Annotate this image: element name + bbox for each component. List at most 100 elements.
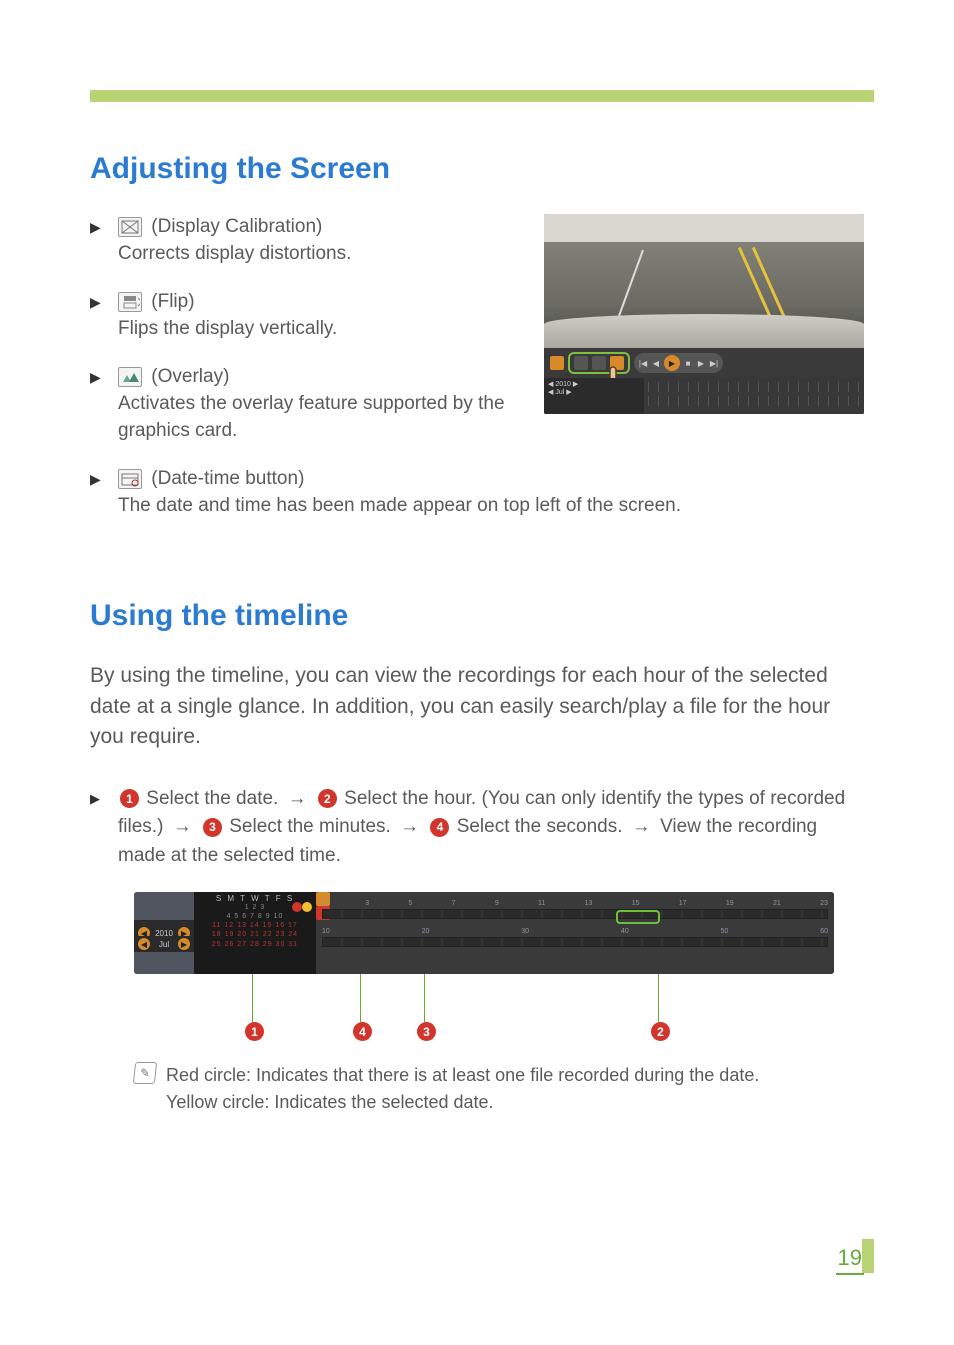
bullet-arrow-icon: ▶ <box>90 364 118 444</box>
timeline-figure: ◀ 2010 ▶ ◀ Jul ▶ S M T W T F S 1 2 3 4 5… <box>134 892 834 1044</box>
section1-body: ▶ (Display Calibration) Corrects display… <box>90 214 864 466</box>
mini-ruler <box>648 396 860 406</box>
mini-calendar: ◀ 2010 ▶ ◀ Jul ▶ <box>544 378 644 414</box>
car-hood <box>544 314 864 348</box>
step-text: Select the date. <box>146 788 278 809</box>
month-nav[interactable]: ◀ Jul ▶ <box>134 936 194 952</box>
callout-line <box>252 974 253 1022</box>
section2: Using the timeline By using the timeline… <box>90 599 864 1116</box>
callout-badge-2: 2 <box>651 1022 670 1041</box>
note-icon: ✎ <box>134 1062 166 1116</box>
hour-labels: 1357911131517192123 <box>322 900 828 907</box>
step-badge-2: 2 <box>318 789 337 808</box>
arrow-icon: → <box>288 785 307 814</box>
callout-badge-4: 4 <box>353 1022 372 1041</box>
sky-bg <box>544 214 864 242</box>
stop-icon[interactable]: ■ <box>683 358 693 368</box>
overlay-icon <box>118 367 142 387</box>
callout-line <box>360 974 361 1022</box>
section1-left: ▶ (Display Calibration) Corrects display… <box>90 214 520 466</box>
bullet-desc: Corrects display distortions. <box>118 241 520 268</box>
bullet-arrow-icon: ▶ <box>90 785 118 871</box>
next-icon[interactable]: ▶ <box>696 358 706 368</box>
page: Adjusting the Screen ▶ (Display Calibrat… <box>0 0 954 1345</box>
player-screenshot: |◀ ◀ ▶ ■ ▶ ▶| ◀ 2010 ▶ <box>544 214 864 414</box>
bullet-body: (Display Calibration) Corrects display d… <box>118 214 520 267</box>
timeline-image: ◀ 2010 ▶ ◀ Jul ▶ S M T W T F S 1 2 3 4 5… <box>134 892 834 974</box>
step-badge-1: 1 <box>120 789 139 808</box>
content: Adjusting the Screen ▶ (Display Calibrat… <box>0 102 954 1116</box>
player-controls: |◀ ◀ ▶ ■ ▶ ▶| <box>544 348 864 378</box>
steps-row: ▶ 1 Select the date. → 2 Select the hour… <box>90 785 864 871</box>
control-icon[interactable] <box>550 356 564 370</box>
bullet-overlay: ▶ (Overlay) Activates the overlay featur… <box>90 364 520 444</box>
bullet-body: (Date-time button) The date and time has… <box>118 466 864 519</box>
section1-right: |◀ ◀ ▶ ■ ▶ ▶| ◀ 2010 ▶ <box>544 214 864 414</box>
steps-body: 1 Select the date. → 2 Select the hour. … <box>118 785 864 871</box>
note-icon-box: ✎ <box>133 1062 157 1084</box>
note-row: ✎ Red circle: Indicates that there is at… <box>134 1062 864 1116</box>
mini-year: ◀ 2010 ▶ <box>548 380 640 388</box>
note-text: Red circle: Indicates that there is at l… <box>166 1062 759 1116</box>
bullet-body: (Overlay) Activates the overlay feature … <box>118 364 520 444</box>
calendar-row: 11 12 13 14 15 16 17 <box>194 921 316 930</box>
bullet-label: (Flip) <box>151 291 194 312</box>
bullet-datetime: ▶ (Date-time button) The date and time h… <box>90 466 864 519</box>
bullet-flip: ▶ (Flip) Flips the display vertically. <box>90 289 520 342</box>
topbar-wrap <box>0 0 954 102</box>
callout-line <box>658 974 659 1022</box>
mini-timeline: ◀ 2010 ▶ ◀ Jul ▶ <box>544 378 864 414</box>
corner-accent <box>862 1239 874 1273</box>
arrow-icon: → <box>400 813 419 842</box>
step-badge-3: 3 <box>203 818 222 837</box>
mini-ruler-area <box>644 378 864 414</box>
hour-ruler[interactable]: 1357911131517192123 <box>322 900 828 920</box>
datetime-icon <box>118 469 142 489</box>
step-text: Select the minutes. <box>229 816 391 837</box>
flip-icon <box>118 292 142 312</box>
next-month-icon[interactable]: ▶ <box>178 938 190 950</box>
bullet-desc: Activates the overlay feature supported … <box>118 391 520 444</box>
arrow-icon: → <box>632 813 651 842</box>
section2-title: Using the timeline <box>90 599 864 633</box>
prev-month-icon[interactable]: ◀ <box>138 938 150 950</box>
timeline-rulers: 1357911131517192123 102030405060 <box>316 892 834 974</box>
callout-badge-1: 1 <box>245 1022 264 1041</box>
header-bar <box>90 90 874 102</box>
minute-track <box>322 937 828 947</box>
bullet-desc: Flips the display vertically. <box>118 316 520 343</box>
bullet-body: (Flip) Flips the display vertically. <box>118 289 520 342</box>
note-line2: Yellow circle: Indicates the selected da… <box>166 1089 759 1116</box>
play-icon[interactable]: ▶ <box>664 355 680 371</box>
section2-intro: By using the timeline, you can view the … <box>90 661 864 752</box>
display-calibration-icon <box>118 217 142 237</box>
bullet-arrow-icon: ▶ <box>90 289 118 342</box>
bullet-desc: The date and time has been made appear o… <box>118 493 864 520</box>
prev-icon[interactable]: ◀ <box>651 358 661 368</box>
bullet-label: (Overlay) <box>151 366 229 387</box>
step-badge-4: 4 <box>430 818 449 837</box>
calendar-row: 25 26 27 28 29 30 31 <box>194 940 316 949</box>
bullet-label: (Display Calibration) <box>151 216 322 237</box>
minute-labels: 102030405060 <box>322 928 828 935</box>
control-icon[interactable] <box>574 356 588 370</box>
bullet-display-calibration: ▶ (Display Calibration) Corrects display… <box>90 214 520 267</box>
arrow-icon: → <box>173 813 192 842</box>
skip-end-icon[interactable]: ▶| <box>709 358 719 368</box>
hour-track <box>322 909 828 919</box>
callout-row: 1 4 3 2 <box>134 974 834 1044</box>
mini-month: ◀ Jul ▶ <box>548 388 640 396</box>
calendar-row: 4 5 6 7 8 9 10 <box>194 912 316 921</box>
calendar-row: 18 19 20 21 22 23 24 <box>194 930 316 939</box>
month-label: Jul <box>159 940 169 949</box>
skip-start-icon[interactable]: |◀ <box>638 358 648 368</box>
callout-line <box>424 974 425 1022</box>
playback-pill: |◀ ◀ ▶ ■ ▶ ▶| <box>634 353 723 373</box>
bullet-arrow-icon: ▶ <box>90 466 118 519</box>
callout-badge-3: 3 <box>417 1022 436 1041</box>
highlight-box <box>616 910 660 924</box>
note-line1: Red circle: Indicates that there is at l… <box>166 1062 759 1089</box>
minute-ruler[interactable]: 102030405060 <box>322 928 828 948</box>
page-number: 19 <box>836 1245 864 1275</box>
bullet-label: (Date-time button) <box>151 468 304 489</box>
